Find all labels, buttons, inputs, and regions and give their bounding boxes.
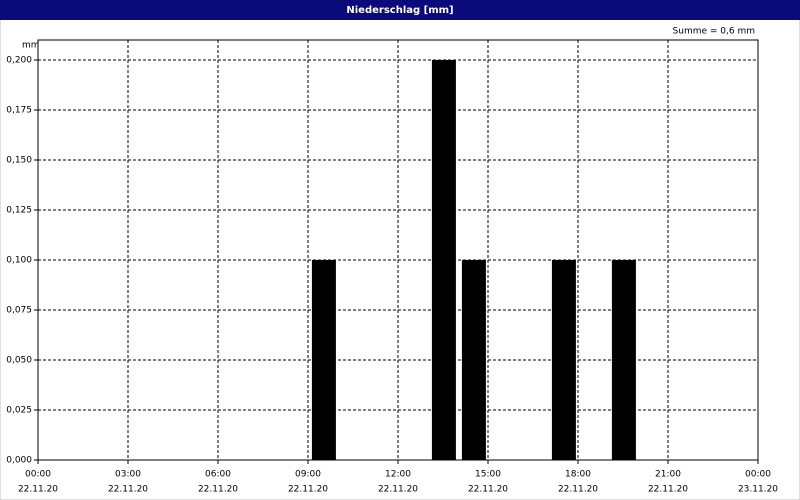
- bar: [311, 260, 336, 460]
- x-tick-date: 22.11.20: [18, 485, 58, 495]
- x-tick-label: 06:00: [205, 470, 231, 480]
- bar: [431, 60, 456, 460]
- y-tick-label: 0,200: [6, 56, 32, 66]
- y-tick-label: 0,000: [6, 456, 32, 466]
- x-tick-label: 09:00: [295, 470, 321, 480]
- x-tick-label: 12:00: [385, 470, 411, 480]
- y-unit: mm: [22, 41, 40, 51]
- y-tick-label: 0,100: [6, 256, 32, 266]
- y-tick-label: 0,025: [6, 406, 32, 416]
- x-tick-date: 22.11.20: [378, 485, 418, 495]
- x-tick-label: 03:00: [115, 470, 141, 480]
- x-tick-date: 23.11.20: [738, 485, 778, 495]
- bar: [551, 260, 576, 460]
- chart-title: Niederschlag [mm]: [346, 5, 453, 16]
- x-tick-label: 21:00: [655, 470, 681, 480]
- bar: [461, 260, 486, 460]
- x-tick-date: 22.11.20: [468, 485, 508, 495]
- x-tick-date: 22.11.20: [198, 485, 238, 495]
- y-tick-label: 0,050: [6, 356, 32, 366]
- y-tick-label: 0,075: [6, 306, 32, 316]
- x-tick-date: 22.11.20: [648, 485, 688, 495]
- x-tick-label: 00:00: [745, 470, 771, 480]
- x-tick-date: 22.11.20: [288, 485, 328, 495]
- y-tick-label: 0,175: [6, 106, 32, 116]
- x-tick-label: 18:00: [565, 470, 591, 480]
- bar: [611, 260, 636, 460]
- x-tick-date: 22.11.20: [558, 485, 598, 495]
- y-tick-label: 0,150: [6, 156, 32, 166]
- x-tick-label: 00:00: [25, 470, 51, 480]
- x-tick-date: 22.11.20: [108, 485, 148, 495]
- annotation: Summe = 0,6 mm: [673, 27, 755, 37]
- plot-border: [37, 39, 759, 461]
- title-bar: [0, 0, 800, 20]
- x-tick-label: 15:00: [475, 470, 501, 480]
- y-tick-label: 0,125: [6, 206, 32, 216]
